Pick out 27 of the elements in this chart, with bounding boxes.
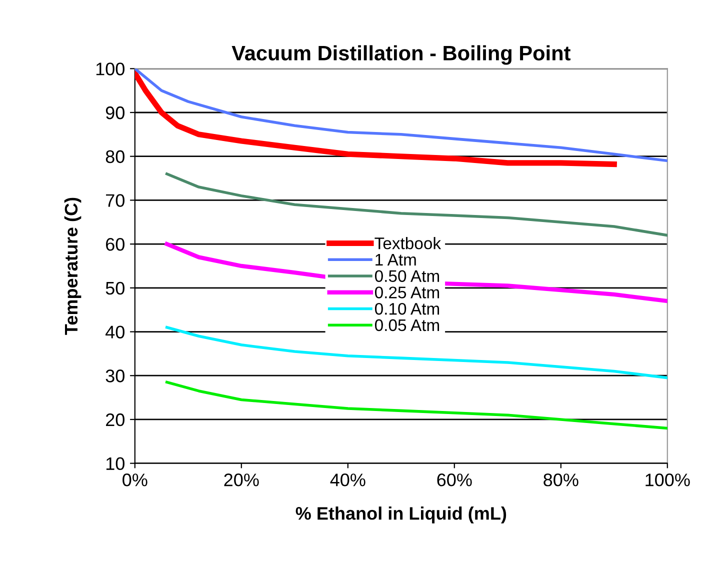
y-tick-label: 90 [106, 106, 124, 120]
y-tick-label: 50 [106, 282, 124, 295]
legend-label: 1 Atm [376, 254, 416, 266]
legend-label: 0.25 Atm [374, 286, 440, 298]
line-series [165, 380, 668, 430]
x-tick-label: 0% [122, 474, 148, 486]
x-tick-label: 100% [646, 474, 690, 486]
chart-title: Vacuum Distillation - Boiling Point [232, 45, 570, 65]
y-tick-label: 30 [106, 370, 124, 382]
y-tick-label: 80 [106, 150, 124, 164]
legend-label: 0.10 Atm [374, 302, 440, 315]
x-tick-label: 40% [330, 474, 366, 486]
y-tick-label: 40 [106, 326, 124, 338]
y-tick-label: 70 [106, 194, 124, 207]
x-axis-title: % Ethanol in Liquid (mL) [296, 506, 506, 524]
y-tick-label: 10 [106, 457, 124, 470]
y-axis-title: Temperature (C) [64, 198, 82, 335]
y-tick-label: 20 [106, 413, 124, 426]
y-tick-label: 100 [96, 62, 124, 76]
x-tick-label: 80% [544, 474, 578, 486]
legend-label: 0.05 Atm [374, 319, 440, 332]
line-series [165, 172, 668, 237]
y-tick-label: 60 [106, 238, 124, 251]
x-tick-label: 60% [437, 474, 472, 486]
x-tick-label: 20% [224, 474, 259, 486]
legend-label: 0.50 Atm [374, 270, 440, 282]
legend-label: Textbook [374, 237, 442, 250]
